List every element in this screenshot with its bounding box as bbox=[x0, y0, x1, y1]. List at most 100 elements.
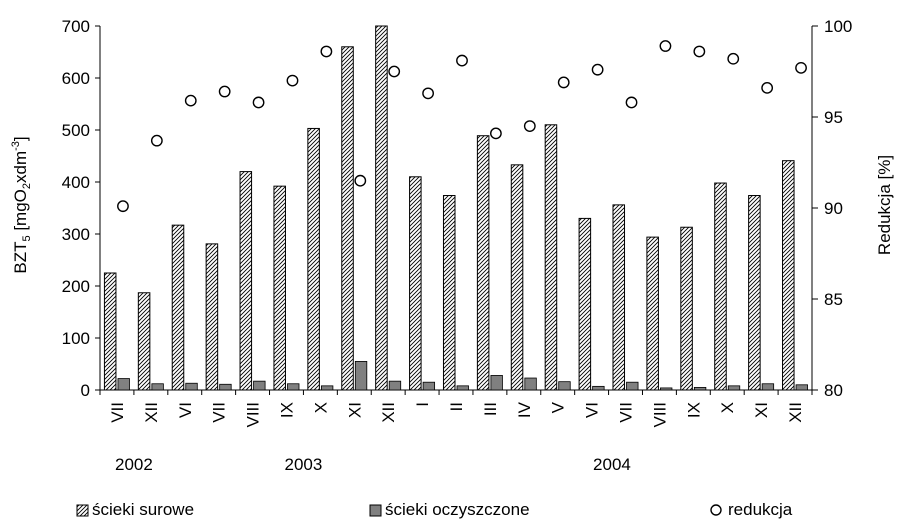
bar-raw bbox=[273, 185, 286, 391]
bar-raw bbox=[680, 226, 693, 391]
point-reduction bbox=[659, 40, 672, 52]
x-tick-label: VIII bbox=[650, 402, 669, 428]
point-reduction bbox=[456, 54, 468, 67]
legend-marker-reduction bbox=[710, 504, 722, 516]
bar-raw bbox=[103, 272, 117, 391]
bar-treated bbox=[185, 382, 198, 391]
legend-item-reduction: redukcja bbox=[710, 500, 793, 519]
x-tick-label: VIII bbox=[244, 402, 263, 428]
x-tick-label: VII bbox=[210, 402, 229, 423]
y-left-tick-label: 700 bbox=[62, 17, 90, 36]
bar-treated bbox=[354, 360, 368, 391]
bar-raw bbox=[782, 160, 795, 391]
bar-treated bbox=[320, 385, 334, 391]
bar-treated bbox=[117, 378, 130, 391]
year-label: 2003 bbox=[285, 455, 323, 474]
x-tick-label: IX bbox=[277, 402, 296, 418]
bar-treated bbox=[693, 386, 707, 391]
y-left-tick-label: 300 bbox=[62, 225, 90, 244]
x-tick-label: VI bbox=[583, 402, 602, 418]
point-reduction bbox=[286, 74, 299, 87]
x-tick-label: X bbox=[718, 402, 737, 413]
bar-raw bbox=[307, 127, 320, 391]
legend-swatch-treated bbox=[369, 504, 382, 517]
y-left-tick-label: 600 bbox=[62, 69, 90, 88]
x-tick-label: XI bbox=[752, 402, 771, 418]
bar-raw bbox=[612, 204, 626, 391]
bar-treated bbox=[422, 381, 436, 391]
y-right-tick-label: 95 bbox=[824, 108, 843, 127]
bar-treated bbox=[761, 383, 775, 391]
year-label: 2004 bbox=[593, 455, 631, 474]
bar-treated bbox=[456, 385, 469, 391]
bar-treated bbox=[490, 375, 503, 391]
point-reduction bbox=[523, 120, 536, 133]
bar-raw bbox=[409, 176, 422, 391]
bar-treated bbox=[592, 385, 605, 391]
bar-raw bbox=[476, 135, 490, 391]
point-reduction bbox=[218, 85, 231, 98]
point-reduction bbox=[252, 96, 265, 109]
x-tick-label: X bbox=[311, 402, 330, 413]
x-tick-label: XII bbox=[142, 402, 161, 423]
y-right-tick-label: 85 bbox=[824, 290, 843, 309]
x-tick-label: VI bbox=[176, 402, 195, 418]
bar-raw bbox=[442, 195, 456, 391]
bar-treated bbox=[795, 384, 808, 391]
legend-label-raw: ścieki surowe bbox=[92, 500, 194, 519]
bar-raw bbox=[239, 171, 253, 391]
legend-item-treated: ścieki oczyszczone bbox=[369, 500, 530, 519]
x-tick-label: IV bbox=[515, 401, 534, 418]
bar-treated bbox=[287, 383, 300, 391]
bar-raw bbox=[205, 243, 219, 391]
y-left-tick-label: 400 bbox=[62, 173, 90, 192]
x-tick-label: XII bbox=[786, 402, 805, 423]
point-reduction bbox=[320, 45, 333, 58]
point-reduction bbox=[625, 96, 638, 109]
point-reduction bbox=[795, 61, 807, 74]
x-tick-label: I bbox=[413, 402, 432, 407]
point-reduction bbox=[727, 52, 740, 65]
point-reduction bbox=[388, 65, 401, 78]
bar-treated bbox=[253, 380, 266, 391]
point-reduction bbox=[591, 63, 604, 76]
x-tick-label: VII bbox=[617, 402, 636, 423]
legend-swatch-raw bbox=[76, 504, 89, 517]
point-reduction bbox=[761, 81, 774, 94]
x-tick-label: VII bbox=[108, 402, 127, 423]
x-tick-label: XI bbox=[345, 402, 364, 418]
bar-treated bbox=[151, 383, 164, 391]
bar-treated bbox=[626, 381, 639, 391]
bar-raw bbox=[578, 217, 592, 391]
point-reduction bbox=[354, 174, 367, 187]
bar-raw bbox=[544, 124, 558, 391]
y-axis-left-title: BZT5 [mgO2xdm-3] bbox=[10, 136, 33, 273]
y-right-tick-label: 80 bbox=[824, 381, 843, 400]
bar-raw bbox=[748, 195, 761, 391]
legend-label-treated: ścieki oczyszczone bbox=[385, 500, 530, 519]
bar-raw bbox=[510, 164, 524, 391]
bar-raw bbox=[137, 292, 151, 391]
legend-item-raw: ścieki surowe bbox=[76, 500, 194, 519]
y-left-tick-label: 200 bbox=[62, 277, 90, 296]
point-reduction bbox=[490, 127, 502, 140]
y-left-tick-label: 500 bbox=[62, 121, 90, 140]
bar-treated bbox=[219, 383, 232, 391]
x-tick-label: III bbox=[481, 402, 500, 416]
y-left-tick-label: 100 bbox=[62, 329, 90, 348]
point-reduction bbox=[184, 94, 197, 107]
point-reduction bbox=[557, 76, 570, 89]
y-right-tick-label: 100 bbox=[824, 17, 852, 36]
x-tick-label: XII bbox=[379, 402, 398, 423]
bar-raw bbox=[171, 224, 185, 391]
bar-treated bbox=[558, 381, 571, 391]
bar-treated bbox=[388, 380, 402, 391]
x-tick-label: V bbox=[549, 401, 568, 413]
legend-label-reduction: redukcja bbox=[728, 500, 793, 519]
bar-treated bbox=[524, 377, 537, 391]
y-axis-right-title: Redukcja [%] bbox=[875, 155, 894, 255]
x-tick-label: IX bbox=[684, 402, 703, 418]
year-label: 2002 bbox=[115, 455, 153, 474]
point-reduction bbox=[117, 200, 129, 213]
